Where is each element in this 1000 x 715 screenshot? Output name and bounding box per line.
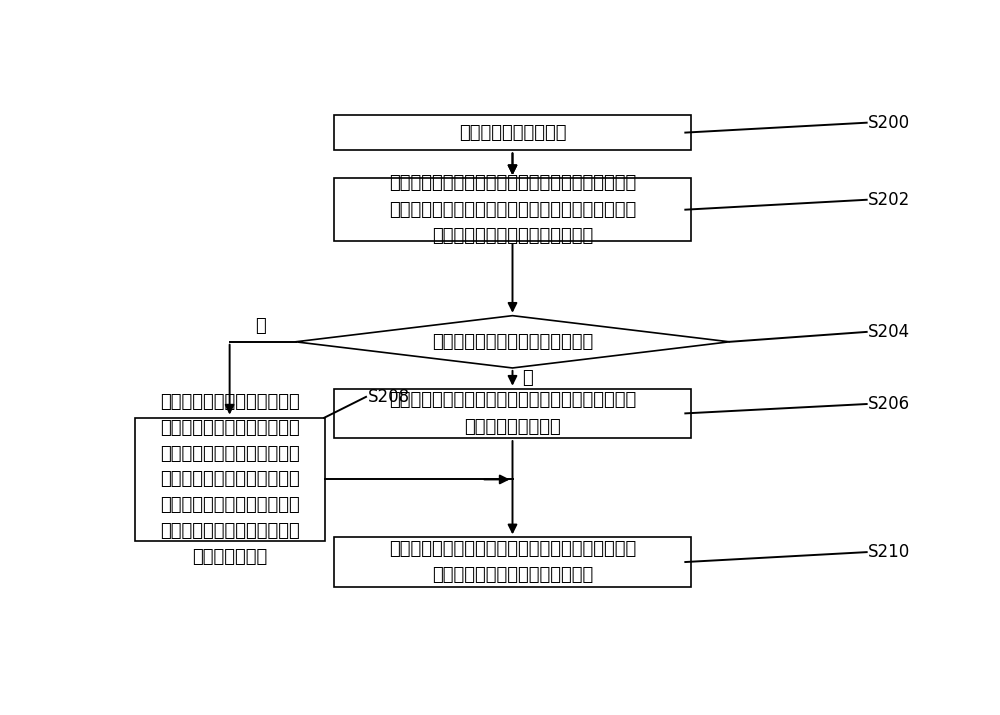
Text: 将所述目标帧图像中对应位置的像素点更新为所述当
前帧图像中的像素点: 将所述目标帧图像中对应位置的像素点更新为所述当 前帧图像中的像素点 xyxy=(389,391,636,435)
Text: 当所述当前帧图像完成了预设数量个像素点的差值计
算，输出更新后的所述目标帧图像: 当所述当前帧图像完成了预设数量个像素点的差值计 算，输出更新后的所述目标帧图像 xyxy=(389,540,636,584)
Text: 当存在目标帧图像时，将所述当前帧图像中的像素点
与所述目标帧图像中对应位置的像素点进行像素值差
值计算，得到像素值差值的绝对值: 当存在目标帧图像时，将所述当前帧图像中的像素点 与所述目标帧图像中对应位置的像素… xyxy=(389,174,636,245)
Text: 根据所述目标帧图像中对应位
置的像素点的像素值、所述像
素点差值的绝对值以及预设的
滤波参数，计算出目标像素值
，并将所述目标帧图像中对应
位置的像素点的像素值: 根据所述目标帧图像中对应位 置的像素点的像素值、所述像 素点差值的绝对值以及预设… xyxy=(160,393,300,566)
Text: 是: 是 xyxy=(523,369,533,387)
Text: S210: S210 xyxy=(868,543,910,561)
Text: S204: S204 xyxy=(868,323,910,341)
FancyBboxPatch shape xyxy=(135,418,325,541)
FancyBboxPatch shape xyxy=(334,388,691,438)
Polygon shape xyxy=(296,315,730,368)
FancyBboxPatch shape xyxy=(334,537,691,587)
FancyBboxPatch shape xyxy=(334,178,691,242)
Text: S202: S202 xyxy=(868,191,910,209)
Text: 获取视频的当前帧图像: 获取视频的当前帧图像 xyxy=(459,124,566,142)
Text: S206: S206 xyxy=(868,395,910,413)
Text: 判断所述绝对值是否大于预设阈值: 判断所述绝对值是否大于预设阈值 xyxy=(432,332,593,351)
Text: S200: S200 xyxy=(868,114,910,132)
Text: 否: 否 xyxy=(255,317,266,335)
Text: S208: S208 xyxy=(368,388,410,406)
FancyBboxPatch shape xyxy=(334,114,691,150)
